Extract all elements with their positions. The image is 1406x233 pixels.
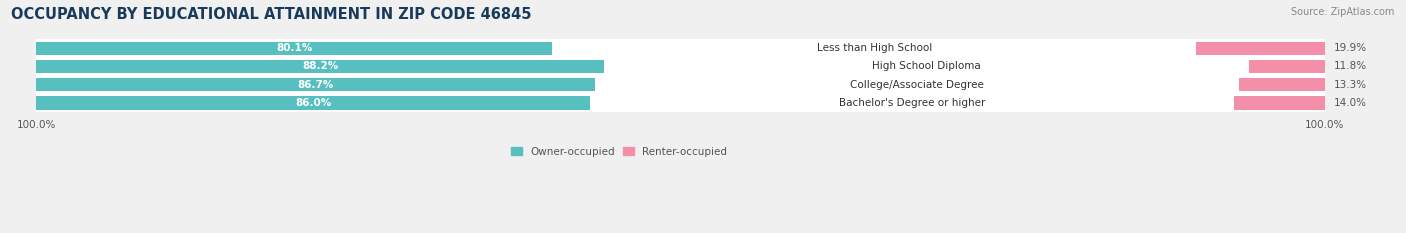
Text: Source: ZipAtlas.com: Source: ZipAtlas.com [1291,7,1395,17]
Bar [37,96,591,110]
Text: College/Associate Degree: College/Associate Degree [849,80,984,90]
Text: High School Diploma: High School Diploma [872,62,981,72]
Text: Bachelor's Degree or higher: Bachelor's Degree or higher [839,98,986,108]
Bar [37,94,1324,112]
Bar [37,60,605,73]
Text: 19.9%: 19.9% [1334,43,1367,53]
Text: 14.0%: 14.0% [1334,98,1367,108]
Bar [1197,41,1324,55]
Text: 86.0%: 86.0% [295,98,332,108]
Text: 86.7%: 86.7% [298,80,333,90]
Text: Less than High School: Less than High School [817,43,932,53]
Bar [37,75,1324,94]
Legend: Owner-occupied, Renter-occupied: Owner-occupied, Renter-occupied [512,147,727,157]
Text: 13.3%: 13.3% [1334,80,1367,90]
Bar [1239,78,1324,91]
Bar [37,57,1324,75]
Bar [1249,60,1324,73]
Text: 88.2%: 88.2% [302,62,339,72]
Bar [1234,96,1324,110]
Bar [37,41,553,55]
Bar [37,78,595,91]
Text: 11.8%: 11.8% [1334,62,1367,72]
Text: OCCUPANCY BY EDUCATIONAL ATTAINMENT IN ZIP CODE 46845: OCCUPANCY BY EDUCATIONAL ATTAINMENT IN Z… [11,7,531,22]
Text: 80.1%: 80.1% [276,43,312,53]
Bar [37,39,1324,57]
